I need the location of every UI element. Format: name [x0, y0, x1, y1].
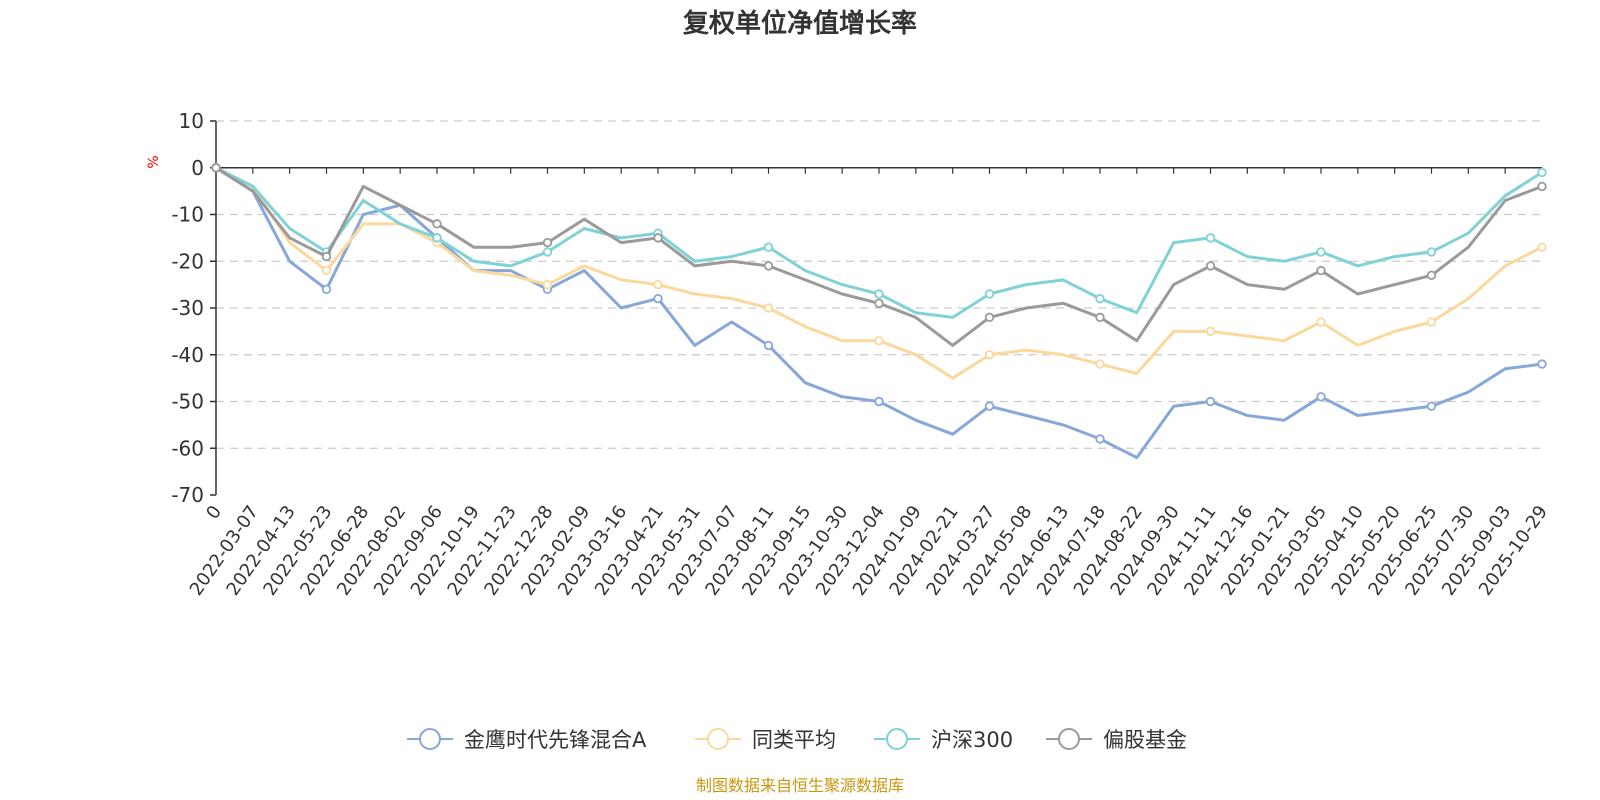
data-point	[653, 293, 663, 304]
data-point	[1205, 233, 1216, 243]
legend-label: 金鹰时代先锋混合A	[464, 728, 647, 752]
data-point	[211, 163, 221, 173]
series-1	[211, 163, 1547, 380]
x-axis-ticks: 02022-03-072022-04-132022-05-232022-06-2…	[186, 167, 1552, 600]
series-0	[211, 163, 1547, 460]
legend-marker-icon	[886, 728, 908, 750]
data-point	[321, 265, 332, 276]
data-point	[1095, 293, 1105, 304]
y-axis-ticks: 10 0 -10 -20 -30 -40 -50 -60 -70	[171, 109, 216, 507]
y-tick-label: 0	[191, 156, 204, 180]
x-tick-label: 0	[202, 502, 226, 523]
data-point	[984, 312, 995, 323]
data-point	[653, 233, 663, 243]
legend[interactable]: 金鹰时代先锋混合A 同类平均 沪深300 偏股基金	[407, 728, 1187, 752]
data-point	[653, 279, 663, 290]
series-line	[215, 166, 1543, 347]
data-point	[1316, 265, 1326, 276]
data-point	[874, 289, 884, 299]
data-point	[1316, 392, 1326, 402]
y-tick-label: -60	[171, 436, 204, 460]
legend-item-1[interactable]: 同类平均	[695, 728, 836, 752]
data-point	[763, 261, 774, 271]
data-point	[1537, 167, 1547, 178]
data-point	[321, 284, 332, 294]
series-lines	[211, 163, 1547, 460]
legend-item-0[interactable]: 金鹰时代先锋混合A	[407, 728, 647, 752]
legend-label: 沪深300	[931, 728, 1013, 752]
data-point	[763, 242, 774, 252]
data-point	[1095, 312, 1105, 323]
chart-title: 复权单位净值增长率	[683, 8, 917, 39]
data-point	[984, 289, 995, 299]
y-tick-label: -70	[171, 483, 204, 507]
y-tick-label: -50	[171, 390, 204, 414]
data-point	[1426, 317, 1437, 327]
data-point	[763, 303, 774, 313]
data-point	[432, 219, 442, 229]
data-point	[432, 233, 442, 243]
data-point	[1426, 247, 1437, 257]
series-3	[211, 163, 1547, 347]
y-tick-label: -10	[171, 203, 204, 227]
data-point	[984, 401, 995, 411]
legend-marker-icon	[1058, 728, 1080, 750]
legend-label: 偏股基金	[1103, 728, 1187, 752]
data-point	[542, 279, 553, 290]
series-2	[211, 163, 1547, 319]
legend-label: 同类平均	[752, 728, 836, 752]
data-point	[1095, 359, 1105, 369]
legend-item-2[interactable]: 沪深300	[874, 728, 1013, 752]
data-point	[874, 396, 884, 407]
data-point	[1537, 242, 1547, 252]
y-tick-label: -40	[171, 343, 204, 367]
data-point	[1205, 326, 1216, 337]
y-tick-label: -30	[171, 296, 204, 320]
data-point	[1426, 270, 1437, 280]
legend-marker-icon	[419, 728, 441, 750]
legend-marker-icon	[707, 728, 729, 750]
data-point	[1316, 247, 1326, 257]
data-point	[321, 251, 332, 262]
axes	[215, 121, 1542, 495]
data-point	[1537, 181, 1547, 192]
data-point	[1205, 261, 1216, 271]
series-line	[215, 166, 1543, 380]
data-point	[1426, 401, 1437, 411]
data-point	[1205, 396, 1216, 407]
y-axis-unit: %	[146, 155, 162, 168]
data-point	[1316, 317, 1326, 327]
source-note: 制图数据来自恒生聚源数据库	[696, 776, 904, 795]
data-point	[1537, 359, 1547, 369]
y-tick-label: 10	[179, 109, 204, 133]
data-point	[1095, 434, 1105, 444]
data-point	[763, 340, 774, 351]
data-point	[984, 350, 995, 360]
legend-item-3[interactable]: 偏股基金	[1046, 728, 1187, 752]
data-point	[542, 247, 553, 257]
data-point	[542, 237, 553, 248]
data-point	[874, 298, 884, 309]
data-point	[874, 336, 884, 346]
y-tick-label: -20	[171, 249, 204, 273]
